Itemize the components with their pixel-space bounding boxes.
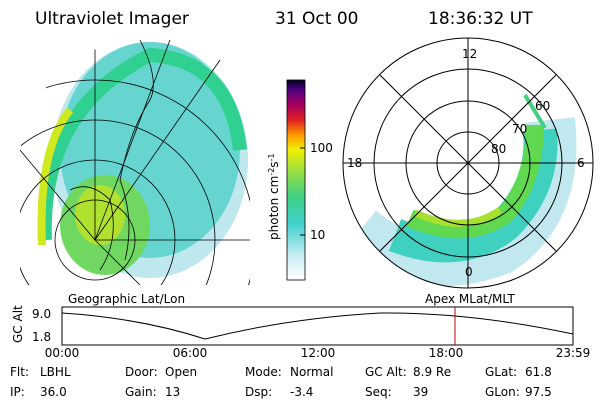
geographic-image [20,39,250,285]
title: Ultraviolet Imager [35,9,189,29]
info-label: IP: [10,385,25,399]
y-tick-label: 9.0 [32,307,51,321]
x-tick-label: 06:00 [173,346,208,360]
info-label: GLon: [485,385,520,399]
polar-image [344,93,577,287]
info-label: GC Alt: [365,365,407,379]
info-value: 61.8 [525,365,552,379]
mlat-label: 60 [535,99,550,113]
colorbar-tick-label: 100 [310,141,333,155]
x-tick-label: 23:59 [556,346,591,360]
mlt-label: 18 [347,156,362,170]
info-label: Mode: [245,365,282,379]
label-part: -2 [267,168,276,176]
x-tick-label: 00:00 [45,346,80,360]
label-part: s [267,161,281,167]
colorbar-label: photon cm-2s-1 [267,153,281,240]
info-label: Door: [125,365,158,379]
polar-grid [342,37,594,289]
apex-label: Apex MLat/MLT [425,292,515,306]
mlat-label: 70 [512,122,527,136]
info-value: 36.0 [40,385,67,399]
label-part: photon cm [267,176,281,240]
x-tick-label: 18:00 [429,346,464,360]
altitude-frame [61,306,574,346]
x-tick-label: 12:00 [301,346,336,360]
info-value: 8.9 Re [413,365,451,379]
info-value: -3.4 [290,385,313,399]
mlt-label: 12 [462,47,477,61]
axis-label: GC Alt [11,305,25,343]
altitude-curve [61,312,574,340]
info-label: Gain: [125,385,157,399]
time: 18:36:32 UT [428,9,533,29]
info-value: 39 [413,385,428,399]
info-label: Flt: [10,365,29,379]
colorbar-tick-label: 10 [310,228,325,242]
info-value: Normal [290,365,333,379]
mlat-label: 80 [491,142,506,156]
geo-label: Geographic Lat/Lon [68,292,185,306]
date: 31 Oct 00 [275,9,358,29]
info-value: Open [165,365,197,379]
info-label: Dsp: [245,385,272,399]
info-value: 13 [165,385,180,399]
info-label: Seq: [365,385,392,399]
y-tick-label: 1.8 [32,330,51,344]
info-value: 97.5 [525,385,552,399]
info-label: GLat: [485,365,517,379]
info-value: LBHL [40,365,71,379]
mlt-label: 6 [577,156,585,170]
colorbar [286,79,306,281]
label-part: -1 [267,153,276,161]
mlt-label: 0 [465,265,473,279]
